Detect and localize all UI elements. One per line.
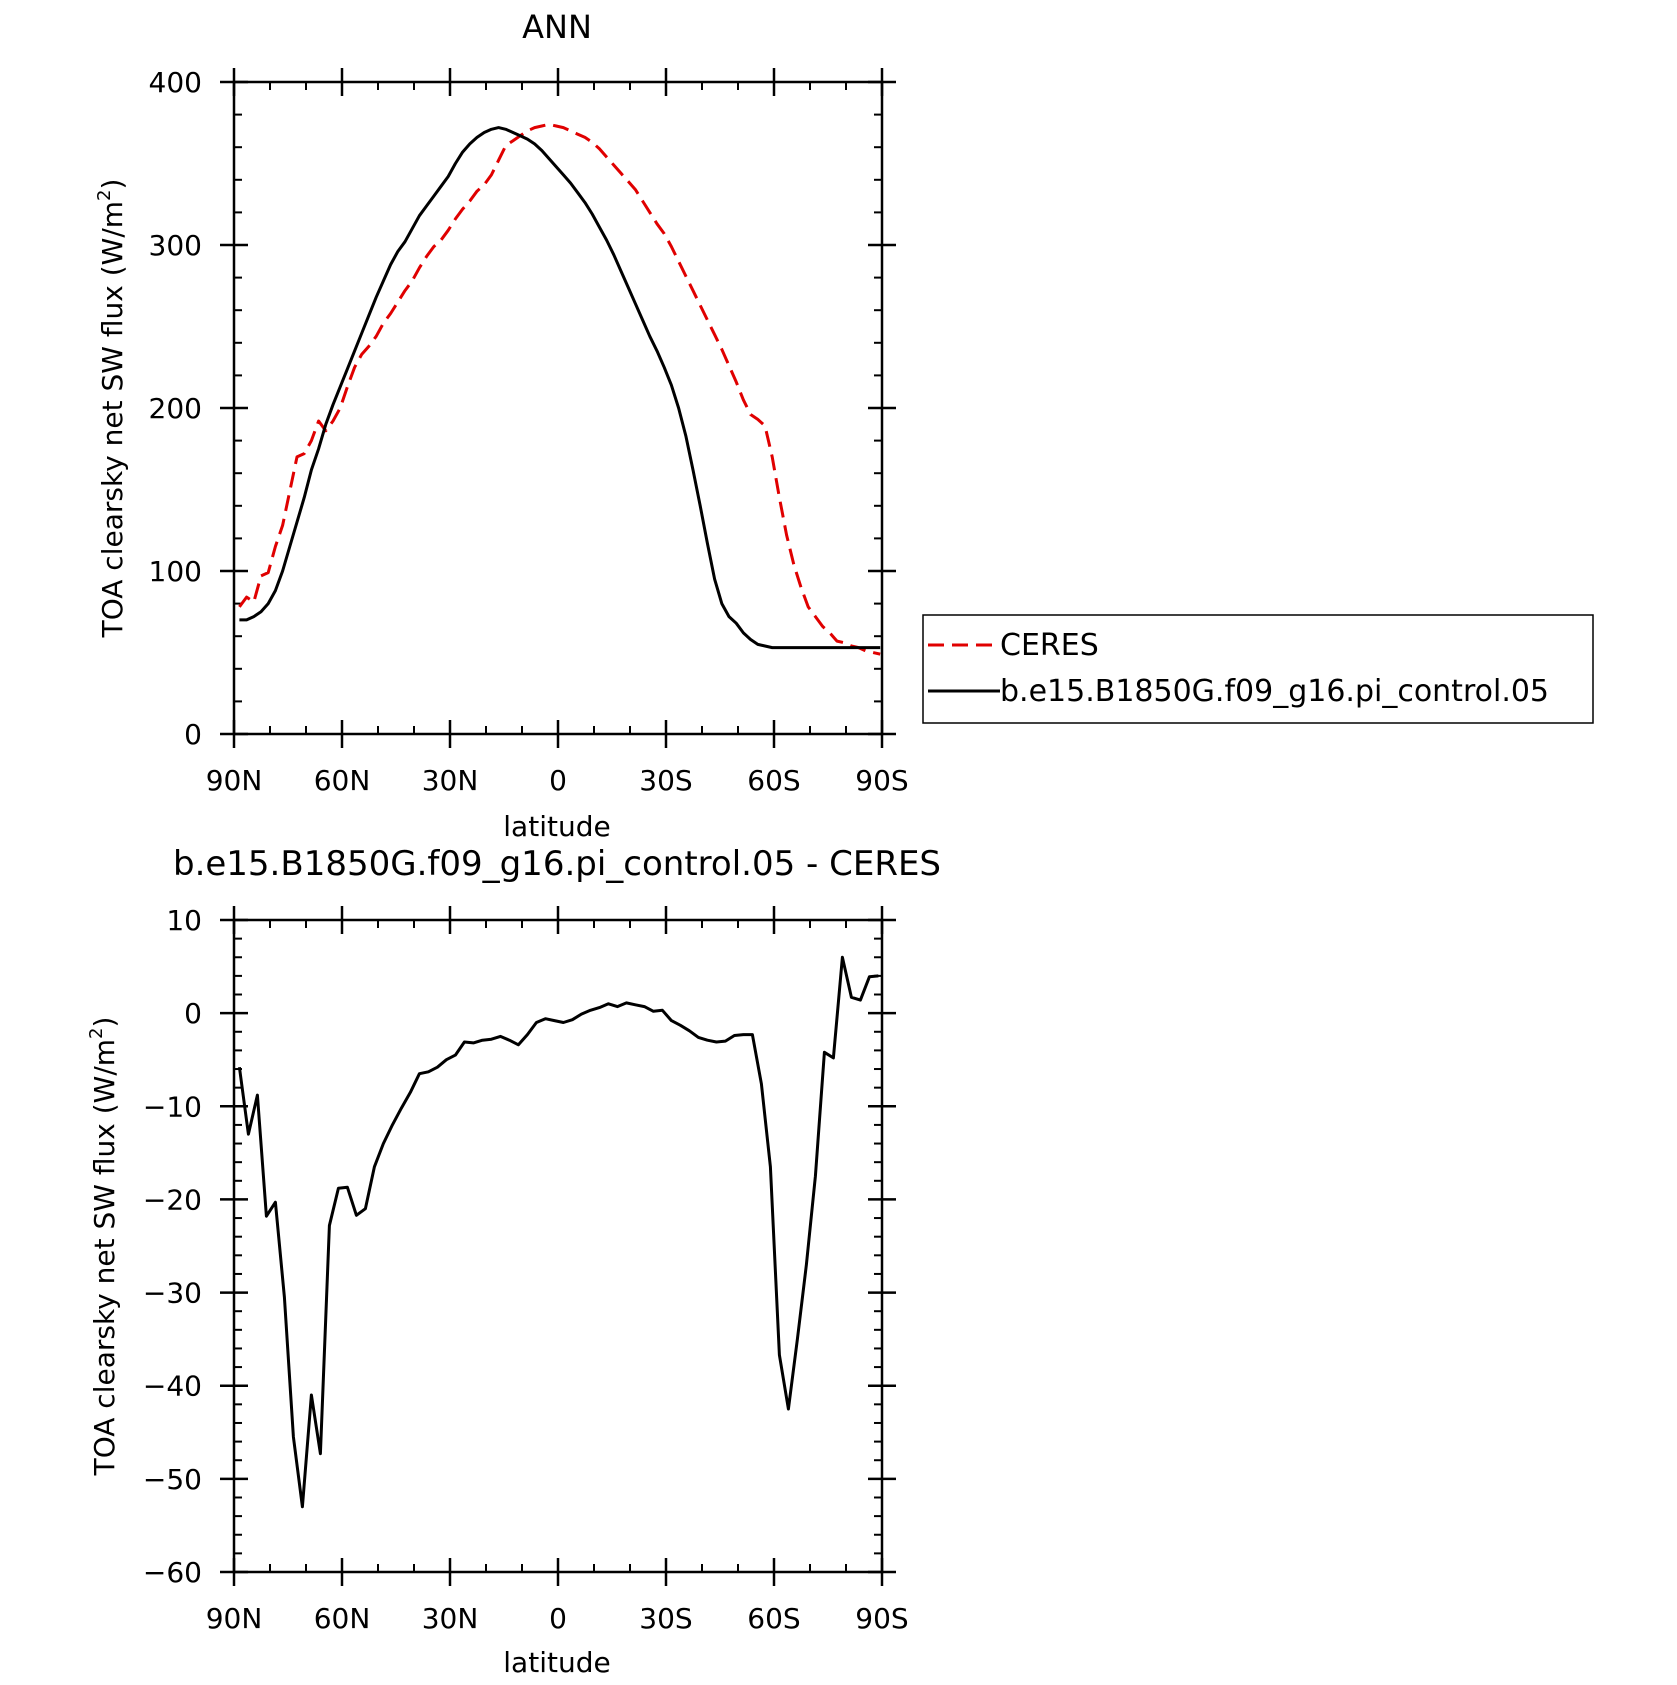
y-tick-label: −40 [143, 1370, 202, 1403]
y-axis-label: TOA clearsky net SW flux (W/m2) [86, 1017, 121, 1477]
y-tick-label: 0 [184, 718, 202, 751]
y-tick-labels: 10 0 −10 −20 −30 −40 −50 −60 [143, 904, 202, 1589]
x-axis-label: latitude [503, 1646, 610, 1679]
x-tick-label: 60N [314, 1602, 371, 1635]
x-tick-label: 90S [855, 764, 908, 797]
legend-box [922, 614, 1594, 724]
plot-frame [232, 918, 884, 1574]
chart-title: b.e15.B1850G.f09_g16.pi_control.05 - CER… [173, 844, 941, 884]
y-tick-label: 10 [166, 904, 202, 937]
y-axis-label-close: ) [88, 1017, 121, 1028]
y-tick-label: −30 [143, 1277, 202, 1310]
series-lines [237, 955, 879, 1509]
x-tick-label: 0 [549, 764, 567, 797]
y-tick-label: 400 [149, 66, 202, 99]
x-tick-label: 90N [206, 1602, 263, 1635]
y-axis-label-close: ) [96, 179, 129, 190]
x-tick-label: 0 [549, 1602, 567, 1635]
x-tick-label: 90S [855, 1602, 908, 1635]
y-tick-label: −50 [143, 1463, 202, 1496]
y-tick-label: 100 [149, 555, 202, 588]
y-axis-label-superscript: 2 [86, 1028, 107, 1039]
y-axis-label-superscript: 2 [94, 190, 115, 201]
y-axis-label-text: TOA clearsky net SW flux (W/m [88, 1039, 121, 1476]
series-line-ceres [238, 122, 881, 656]
y-tick-label: 0 [184, 997, 202, 1030]
series-line-model [239, 126, 881, 650]
x-tick-label: 30N [422, 764, 479, 797]
y-axis-label-text: TOA clearsky net SW flux (W/m [96, 201, 129, 638]
x-tick-label: 60S [747, 764, 800, 797]
y-tick-labels: 0 100 200 300 400 [149, 66, 202, 751]
chart-title: ANN [522, 8, 592, 46]
x-tick-label: 60N [314, 764, 371, 797]
x-tick-label: 30S [639, 1602, 692, 1635]
legend-label-model: b.e15.B1850G.f09_g16.pi_control.05 [1000, 674, 1549, 709]
x-axis-label: latitude [503, 810, 610, 843]
y-tick-label: −60 [143, 1556, 202, 1589]
y-axis-label: TOA clearsky net SW flux (W/m2) [94, 179, 129, 639]
y-tick-label: −20 [143, 1183, 202, 1216]
y-tick-label: 300 [149, 229, 202, 262]
panel-top: ANN 0 100 200 300 400 90N 60N 30N 0 30S 60S 90S la… [94, 8, 1594, 843]
panel-bottom: b.e15.B1850G.f09_g16.pi_control.05 - CER… [86, 844, 941, 1679]
x-tick-label: 90N [206, 764, 263, 797]
legend-label-ceres: CERES [1000, 628, 1099, 663]
axis-ticks [220, 906, 896, 1586]
x-tick-labels: 90N 60N 30N 0 30S 60S 90S [206, 764, 909, 797]
x-tick-label: 30N [422, 1602, 479, 1635]
x-tick-labels: 90N 60N 30N 0 30S 60S 90S [206, 1602, 909, 1635]
y-tick-label: 200 [149, 392, 202, 425]
series-line-difference [237, 955, 879, 1509]
legend: CERES b.e15.B1850G.f09_g16.pi_control.05 [922, 614, 1594, 724]
y-tick-label: −10 [143, 1090, 202, 1123]
series-lines [238, 122, 881, 656]
x-tick-label: 60S [747, 1602, 800, 1635]
x-tick-label: 30S [639, 764, 692, 797]
axis-ticks [220, 68, 896, 748]
